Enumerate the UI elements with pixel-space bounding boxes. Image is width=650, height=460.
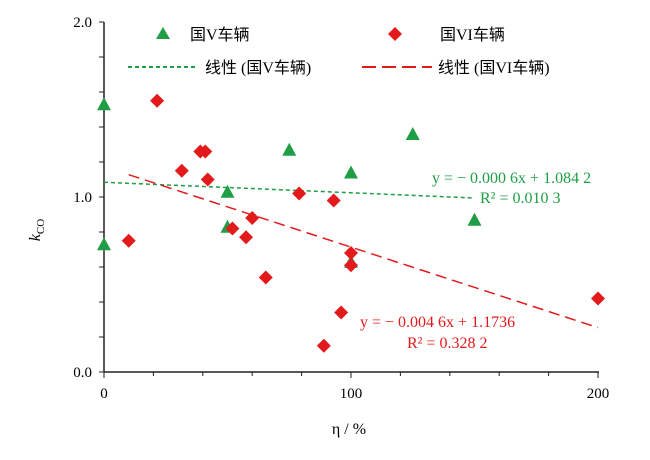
- legend-label-trend-0: 线性 (国V车辆): [205, 59, 311, 77]
- x-tick-label: 0: [100, 386, 108, 402]
- y-axis-label-sub: CO: [35, 219, 47, 234]
- triangle-point-series-0: [344, 165, 358, 179]
- diamond-point-series-1: [344, 258, 358, 273]
- trendline-1: [128, 173, 599, 329]
- diamond-point-series-1: [316, 338, 331, 353]
- y-tick-label: 1.0: [73, 190, 92, 206]
- legend-label-series-1: 国VI车辆: [440, 26, 505, 44]
- y-tick-label: 2.0: [73, 15, 92, 31]
- diamond-point-series-1: [292, 186, 307, 201]
- diamond-point-series-1: [258, 270, 273, 285]
- triangle-point-series-0: [405, 127, 420, 140]
- x-tick-label: 100: [340, 386, 363, 402]
- legend-label-series-0: 国V车辆: [190, 26, 250, 44]
- trendlines: [103, 173, 599, 329]
- diamond-point-series-1: [150, 93, 165, 108]
- diamond-point-series-1: [198, 144, 213, 159]
- trend-0-r2: R² = 0.010 3: [480, 190, 561, 207]
- data-points: [97, 93, 605, 353]
- trendline-0: [103, 181, 475, 199]
- diamond-point-series-1: [225, 221, 240, 236]
- diamond-point-series-1: [239, 230, 254, 245]
- triangle-point-series-0: [282, 142, 297, 156]
- triangle-point-series-0: [467, 212, 482, 226]
- svg-text:kCO: kCO: [27, 219, 47, 241]
- x-tick-label: 200: [587, 386, 610, 402]
- diamond-point-series-1: [326, 193, 341, 208]
- triangle-point-series-0: [97, 97, 111, 111]
- diamond-point-series-1: [591, 291, 605, 306]
- trend-0-equation: y = − 0.000 6x + 1.084 2: [432, 170, 591, 187]
- axes: 0 100 200 0.0 1.0 2.0: [73, 15, 609, 402]
- y-axis-label-main: k: [27, 233, 44, 241]
- legend: 国V车辆 国VI车辆 线性 (国V车辆) 线性 (国VI车辆): [128, 26, 550, 77]
- legend-marker-series-1: [388, 27, 402, 41]
- diamond-point-series-1: [344, 246, 358, 260]
- y-axis-label: kCO: [27, 219, 47, 241]
- trend-1-r2: R² = 0.328 2: [407, 335, 488, 352]
- triangle-point-series-0: [220, 184, 235, 198]
- diamond-point-series-1: [334, 305, 349, 320]
- triangle-point-series-0: [97, 237, 111, 251]
- x-axis-label: η / %: [332, 421, 366, 438]
- legend-label-trend-1: 线性 (国VI车辆): [438, 59, 550, 77]
- legend-marker-series-0: [156, 27, 170, 39]
- diamond-point-series-1: [245, 211, 260, 225]
- diamond-point-series-1: [174, 163, 189, 178]
- diamond-point-series-1: [200, 172, 215, 187]
- diamond-point-series-1: [121, 233, 136, 248]
- y-tick-label: 0.0: [73, 365, 92, 381]
- trend-1-equation: y = − 0.004 6x + 1.1736: [360, 314, 515, 331]
